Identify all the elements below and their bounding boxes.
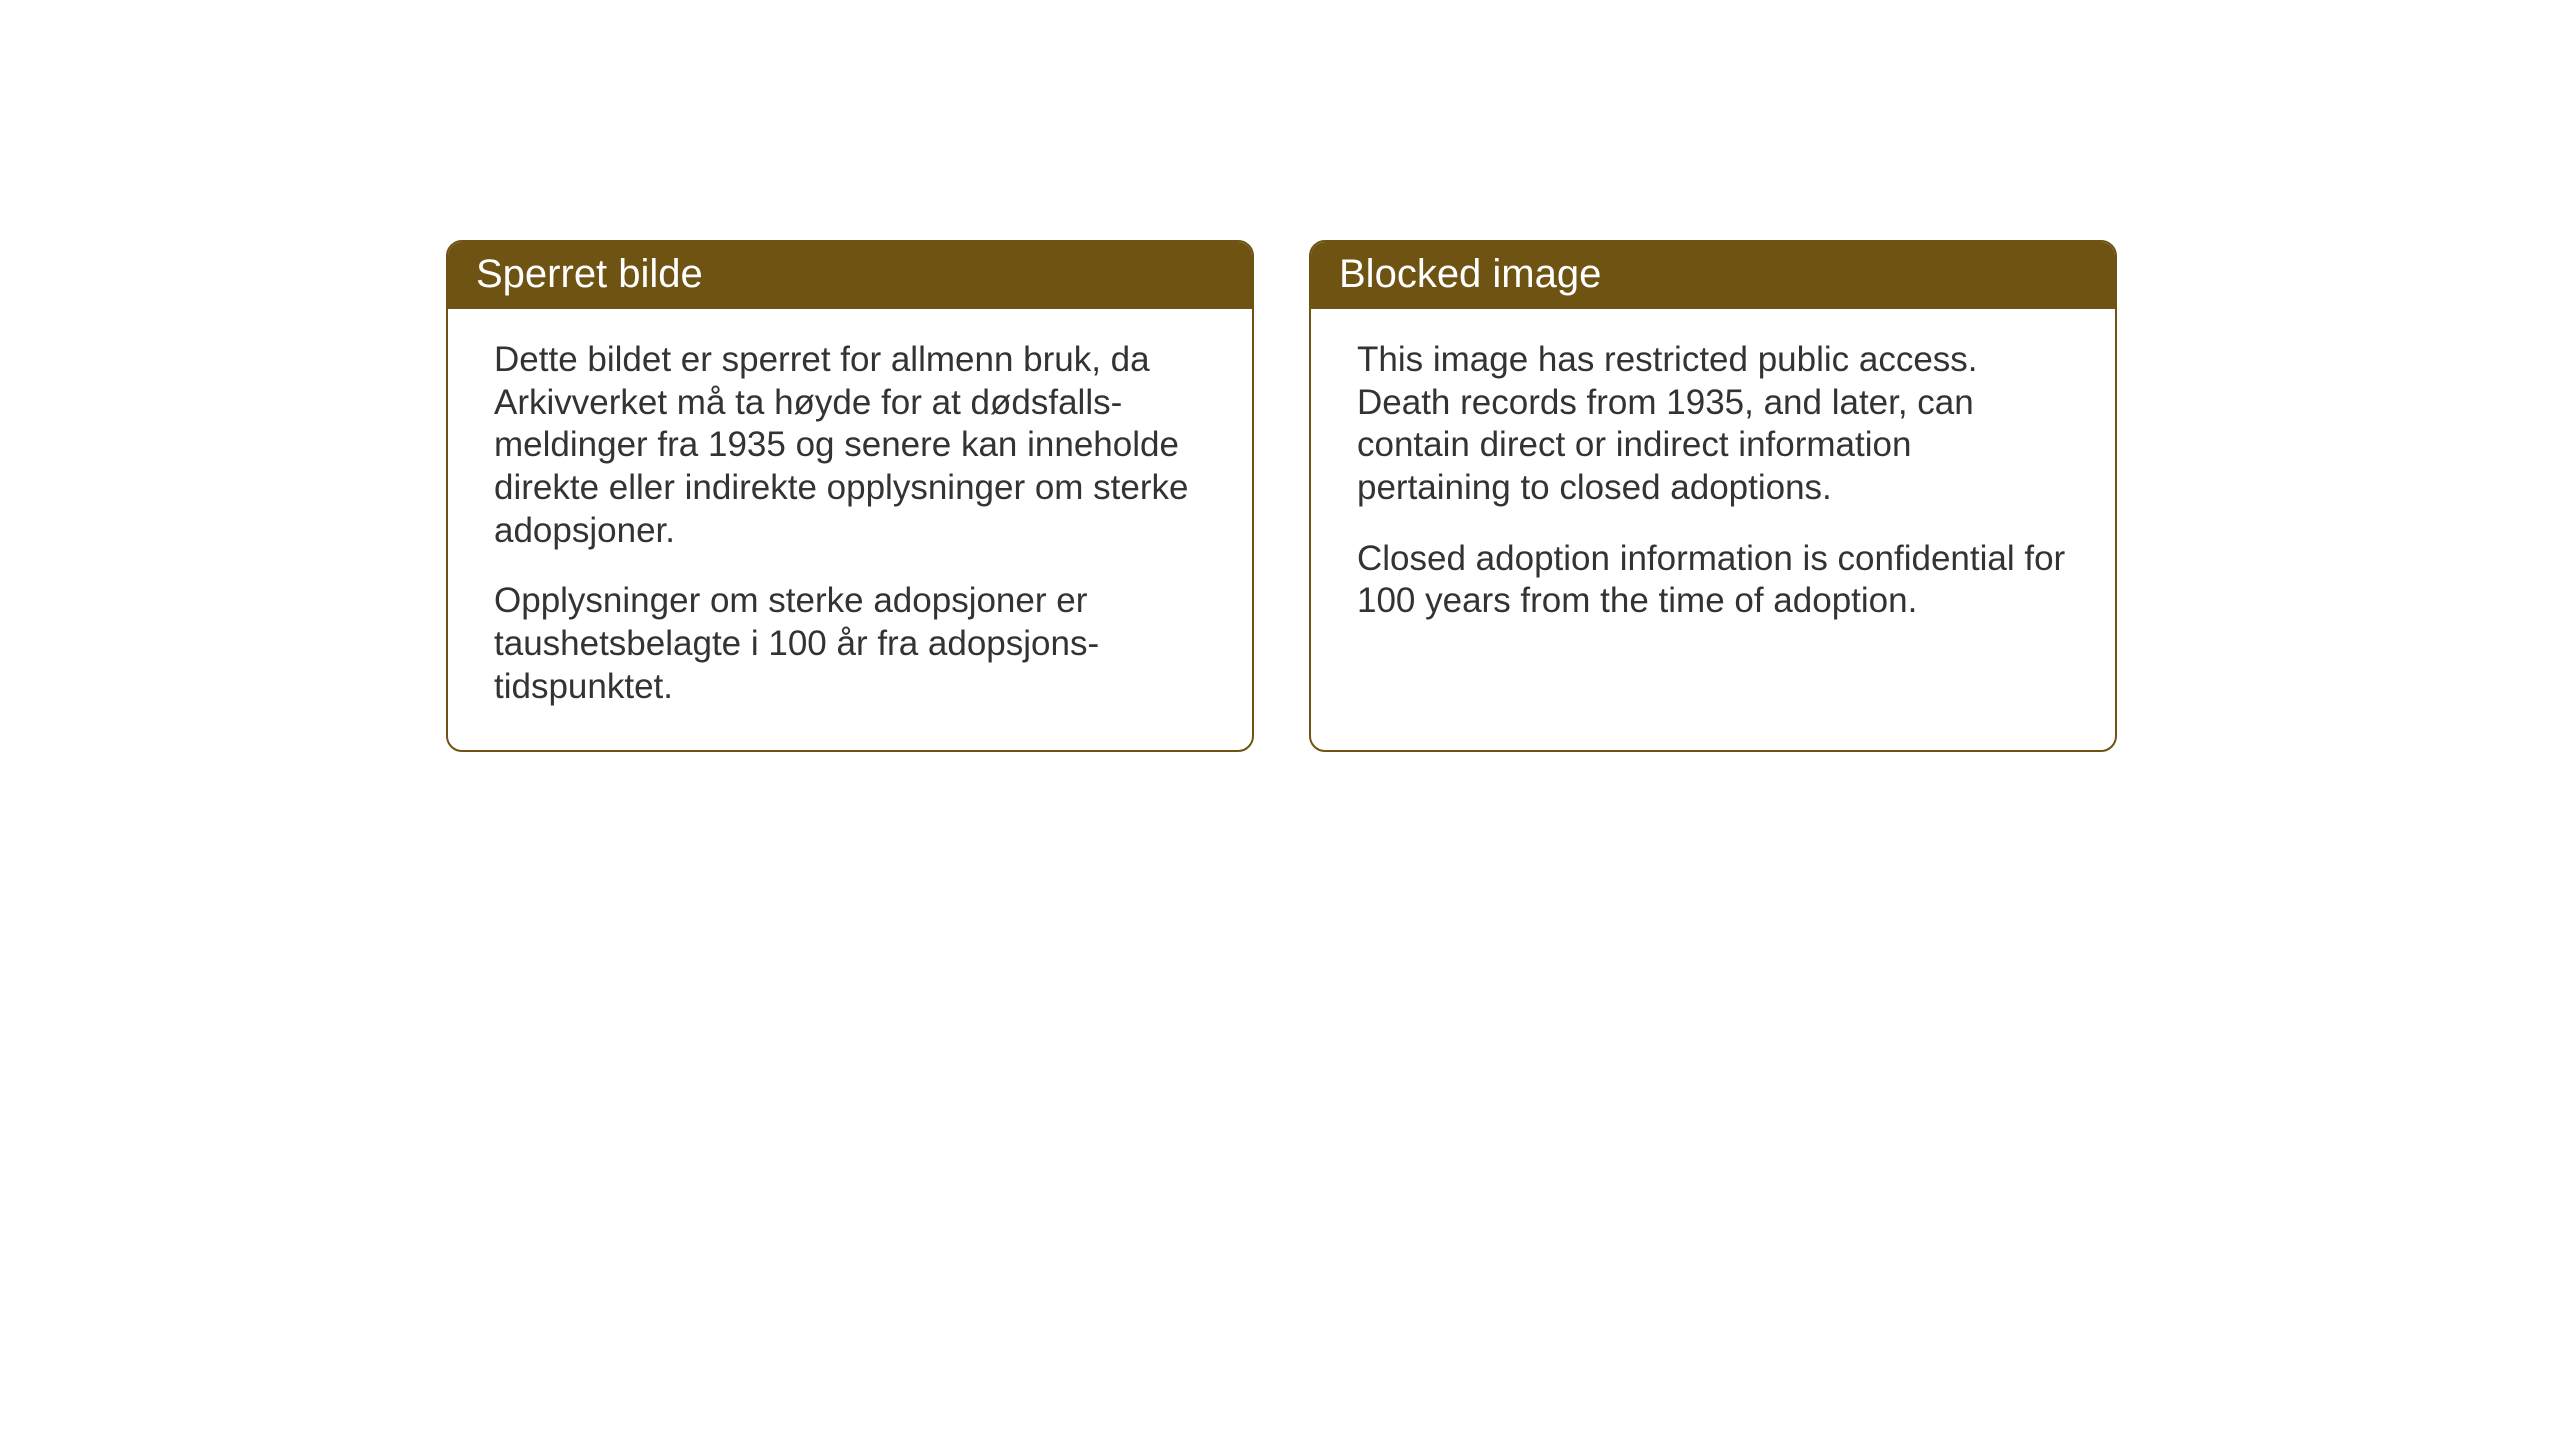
card-header-norwegian: Sperret bilde: [448, 242, 1252, 309]
notice-card-norwegian: Sperret bilde Dette bildet er sperret fo…: [446, 240, 1254, 752]
card-paragraph-1-english: This image has restricted public access.…: [1357, 339, 2069, 510]
card-body-english: This image has restricted public access.…: [1311, 309, 2115, 663]
card-title-english: Blocked image: [1339, 252, 1601, 296]
card-paragraph-2-norwegian: Opplysninger om sterke adopsjoner er tau…: [494, 580, 1206, 708]
notice-cards-container: Sperret bilde Dette bildet er sperret fo…: [446, 240, 2117, 752]
notice-card-english: Blocked image This image has restricted …: [1309, 240, 2117, 752]
card-paragraph-2-english: Closed adoption information is confident…: [1357, 538, 2069, 623]
card-body-norwegian: Dette bildet er sperret for allmenn bruk…: [448, 309, 1252, 749]
card-paragraph-1-norwegian: Dette bildet er sperret for allmenn bruk…: [494, 339, 1206, 552]
card-title-norwegian: Sperret bilde: [476, 252, 703, 296]
card-header-english: Blocked image: [1311, 242, 2115, 309]
